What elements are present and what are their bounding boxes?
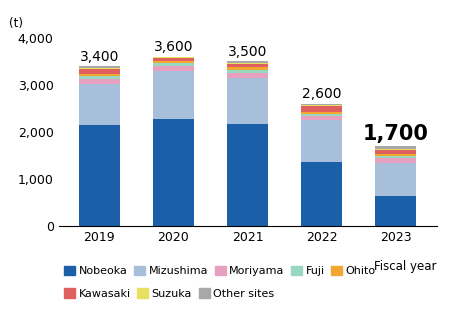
Bar bbox=[153, 119, 194, 226]
Bar bbox=[301, 116, 342, 120]
Bar bbox=[227, 68, 268, 70]
Bar bbox=[79, 79, 120, 84]
Text: 1,700: 1,700 bbox=[363, 124, 429, 144]
Bar bbox=[301, 105, 342, 106]
Bar bbox=[375, 146, 416, 149]
Bar bbox=[375, 197, 416, 226]
Bar bbox=[227, 124, 268, 226]
Text: 3,400: 3,400 bbox=[80, 50, 119, 64]
Bar bbox=[301, 106, 342, 112]
Bar bbox=[301, 112, 342, 114]
Bar bbox=[79, 68, 120, 69]
Bar bbox=[153, 66, 194, 71]
Bar bbox=[375, 163, 416, 197]
Bar bbox=[301, 114, 342, 116]
Text: 2,600: 2,600 bbox=[302, 87, 342, 101]
Bar bbox=[153, 63, 194, 66]
Bar bbox=[227, 73, 268, 78]
Bar bbox=[153, 58, 194, 61]
Bar bbox=[153, 57, 194, 58]
Bar bbox=[301, 163, 342, 226]
Bar bbox=[227, 78, 268, 124]
Bar bbox=[227, 63, 268, 64]
Bar bbox=[375, 158, 416, 163]
Bar bbox=[153, 71, 194, 119]
Bar bbox=[227, 63, 268, 68]
Bar bbox=[375, 149, 416, 150]
Text: (t): (t) bbox=[9, 17, 23, 30]
Bar bbox=[79, 74, 120, 76]
Bar bbox=[301, 104, 342, 105]
Text: 3,600: 3,600 bbox=[153, 40, 193, 54]
Text: 3,500: 3,500 bbox=[228, 45, 267, 59]
Bar bbox=[79, 69, 120, 74]
Bar bbox=[227, 70, 268, 73]
Bar bbox=[79, 66, 120, 68]
Bar bbox=[153, 61, 194, 63]
Bar bbox=[375, 156, 416, 158]
Bar bbox=[79, 125, 120, 226]
Bar bbox=[301, 120, 342, 163]
Bar bbox=[375, 154, 416, 156]
Legend: Kawasaki, Suzuka, Other sites: Kawasaki, Suzuka, Other sites bbox=[64, 288, 274, 299]
Bar bbox=[79, 76, 120, 79]
Bar bbox=[227, 61, 268, 63]
Bar bbox=[79, 84, 120, 125]
Text: Fiscal year: Fiscal year bbox=[374, 260, 436, 273]
Bar bbox=[375, 150, 416, 154]
